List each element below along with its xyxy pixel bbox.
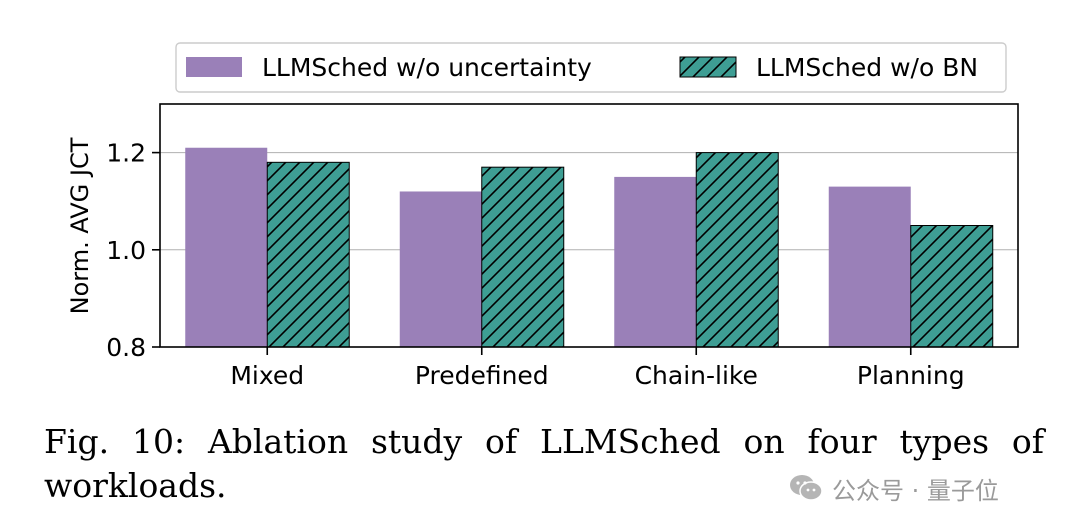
y-ticks: 0.8 1.0 1.2 [106, 139, 160, 362]
legend-swatch-bn-hatch [680, 57, 736, 77]
bar-uncertainty-chain-like [614, 176, 697, 347]
bar-uncertainty-planning [828, 186, 911, 347]
bar-hatch-chain-like [696, 152, 779, 347]
bar-hatch-predefined [481, 167, 564, 347]
plot-frame [159, 103, 1019, 348]
x-tick-label: Chain-like [635, 361, 758, 390]
x-tick-label: Predefined [415, 361, 549, 390]
legend: LLMSched w/o uncertainty LLMSched w/o BN [175, 42, 1007, 93]
x-tick-label: Planning [857, 361, 965, 390]
y-tick-label: 1.2 [106, 139, 146, 168]
legend-swatch-uncertainty [186, 57, 242, 77]
x-tick-label: Mixed [230, 361, 304, 390]
bar-hatch-mixed [267, 162, 350, 347]
legend-box [175, 42, 1007, 93]
x-ticks: Mixed Predefined Chain-like Planning [230, 347, 965, 390]
y-tick-label: 1.0 [106, 236, 146, 265]
bar-uncertainty-mixed [185, 147, 268, 347]
bar-uncertainty-predefined [399, 191, 482, 347]
watermark-text: 公众号 · 量子位 [832, 476, 999, 505]
wechat-icon [790, 475, 823, 501]
watermark: 公众号 · 量子位 [788, 472, 999, 505]
legend-label-bn: LLMSched w/o BN [756, 53, 978, 82]
figure-caption: Fig. 10: Ablation study of LLMSched on f… [44, 422, 1044, 505]
legend-label-uncertainty: LLMSched w/o uncertainty [262, 53, 592, 82]
y-axis-label: Norm. AVG JCT [66, 137, 94, 314]
chart: 0.8 1.0 1.2 Mixed Predefined Chain-like Plann… [66, 42, 1019, 390]
y-tick-label: 0.8 [106, 333, 146, 362]
bar-hatch-planning [910, 225, 993, 347]
bars [185, 147, 994, 348]
